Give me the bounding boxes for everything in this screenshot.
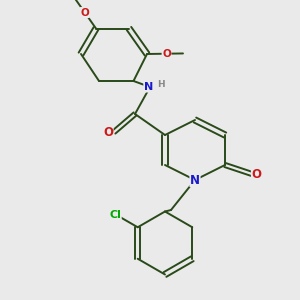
Text: O: O: [80, 8, 89, 17]
Text: H: H: [158, 80, 165, 89]
Text: O: O: [251, 167, 262, 181]
Text: N: N: [190, 173, 200, 187]
Text: O: O: [103, 125, 113, 139]
Text: Cl: Cl: [109, 209, 121, 220]
Text: O: O: [162, 49, 171, 59]
Text: N: N: [144, 82, 153, 92]
